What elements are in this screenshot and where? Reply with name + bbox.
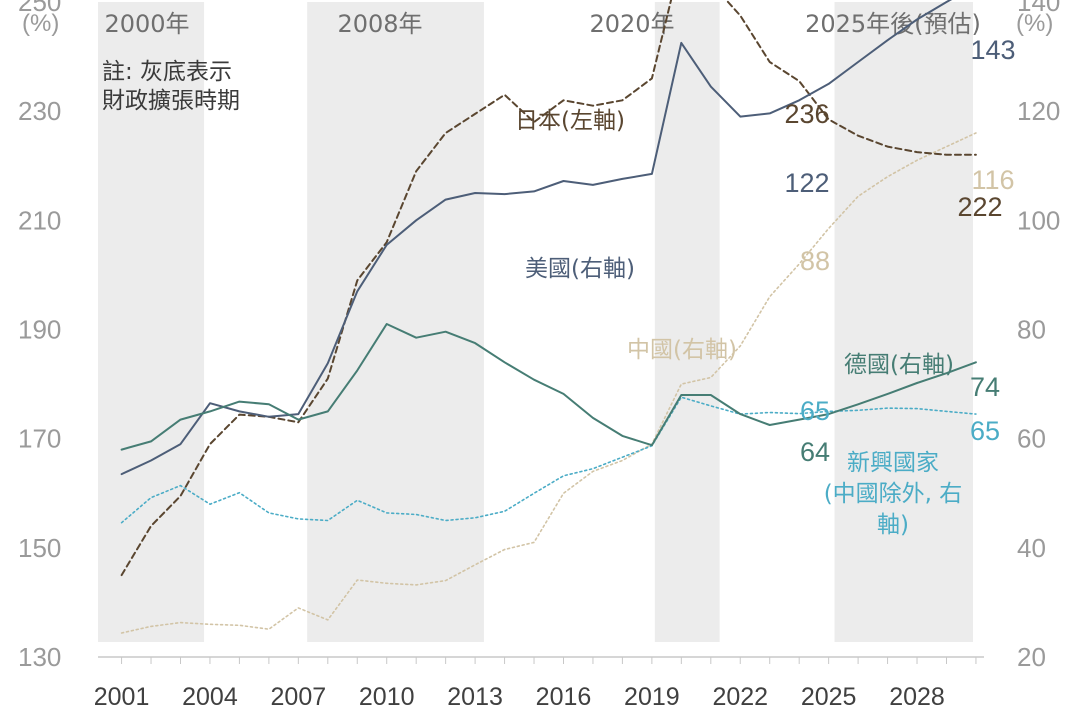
shaded-period-0 — [98, 2, 205, 642]
right-axis-unit: (%) — [1016, 10, 1053, 37]
shaded-periods: 2000年 2008年 2020年 2025年後(預估) — [98, 2, 981, 642]
series-label-3: 德國(右軸) — [844, 352, 954, 378]
shaded-period-label-3: 2025年後(預估) — [805, 10, 981, 38]
series-line-4 — [120, 323, 977, 451]
left-tick-label-230: 230 — [18, 96, 61, 126]
right-tick-label-40: 40 — [1017, 533, 1046, 563]
annotations: (%) (%) 註: 灰底表示 財政擴張時期 日本(左軸) 美國(右軸) 中國(右軸… — [22, 10, 1053, 538]
right-tick-label-20: 20 — [1017, 642, 1046, 672]
shaded-period-3 — [834, 2, 973, 642]
series-label-0: 日本(左軸) — [515, 108, 625, 134]
note-line-2: 財政擴張時期 — [102, 88, 240, 114]
right-tick-label-80: 80 — [1017, 315, 1046, 345]
x-tick-label-2028: 2028 — [889, 683, 945, 711]
x-tick-label-2019: 2019 — [624, 683, 680, 711]
left-tick-label-250: 250 — [18, 0, 61, 17]
data-label-6: 64 — [800, 437, 830, 467]
x-tick-label-2004: 2004 — [182, 683, 238, 711]
right-tick-label-120: 120 — [1017, 96, 1060, 126]
x-tick-label-2022: 2022 — [712, 683, 768, 711]
shaded-period-1 — [307, 2, 484, 642]
series-label-1: 美國(右軸) — [525, 256, 635, 282]
data-label-1: 222 — [957, 192, 1002, 222]
left-axis-unit: (%) — [22, 10, 59, 37]
left-tick-label-190: 190 — [18, 315, 61, 345]
series-line-3 — [120, 0, 953, 476]
series-label-2: 中國(右軸) — [627, 337, 737, 363]
x-tick-label-2007: 2007 — [271, 683, 327, 711]
note-line-1: 註: 灰底表示 — [102, 59, 232, 85]
right-tick-label-140: 140 — [1017, 0, 1060, 17]
x-tick-label-2025: 2025 — [801, 683, 857, 711]
data-label-8: 65 — [800, 396, 830, 426]
shaded-period-label-0: 2000年 — [104, 10, 189, 38]
x-tick-label-2001: 2001 — [94, 683, 150, 711]
data-label-0: 236 — [784, 99, 829, 129]
x-tick-label-2016: 2016 — [536, 683, 592, 711]
series-label-emerging-2: 軸) — [877, 512, 909, 538]
left-tick-label-130: 130 — [18, 642, 61, 672]
axes: 2001 2004 2007 2010 2013 2016 2019 2022 2025 2028… — [18, 0, 1060, 711]
series-line-0 — [120, 132, 977, 634]
series-line-1 — [120, 396, 977, 524]
shaded-period-2 — [654, 2, 720, 642]
left-tick-label-210: 210 — [18, 205, 61, 235]
x-tick-label-2013: 2013 — [447, 683, 503, 711]
data-label-9: 65 — [970, 416, 1000, 446]
left-tick-label-170: 170 — [18, 424, 61, 454]
shaded-period-label-1: 2008年 — [337, 10, 422, 38]
series-label-emerging-1: (中國除外, 右 — [824, 481, 963, 507]
right-tick-label-60: 60 — [1017, 424, 1046, 454]
data-label-2: 122 — [784, 168, 829, 198]
x-tick-label-2010: 2010 — [359, 683, 415, 711]
data-label-5: 116 — [971, 165, 1014, 195]
data-label-3: 143 — [970, 35, 1015, 65]
data-label-7: 74 — [970, 372, 1000, 402]
left-tick-label-150: 150 — [18, 533, 61, 563]
series-label-emerging-0: 新興國家 — [847, 450, 939, 476]
right-tick-label-100: 100 — [1017, 205, 1060, 235]
shaded-period-label-2: 2020年 — [589, 10, 674, 38]
series-lines — [120, 0, 977, 634]
data-label-4: 88 — [800, 246, 830, 276]
